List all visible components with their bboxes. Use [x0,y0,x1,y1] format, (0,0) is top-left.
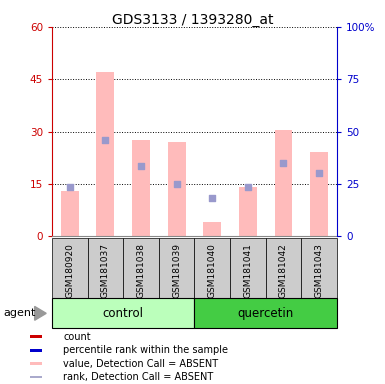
Text: GSM181038: GSM181038 [137,243,146,298]
Bar [30,349,42,352]
Bar [61,191,79,236]
Bar [52,238,88,298]
Text: quercetin: quercetin [238,307,294,320]
Point [245,184,251,190]
Text: GSM181042: GSM181042 [279,243,288,298]
Bar [275,130,292,236]
Bar [239,187,257,236]
Bar [266,238,301,298]
Text: GSM181043: GSM181043 [315,243,323,298]
Text: count: count [63,332,91,342]
Text: GSM180920: GSM180920 [65,243,74,298]
Point [67,184,73,190]
Bar [194,238,230,298]
Bar [203,222,221,236]
Text: GSM181037: GSM181037 [101,243,110,298]
Bar [168,142,186,236]
Bar [123,238,159,298]
Point [280,160,286,166]
Bar [88,238,123,298]
Bar [230,238,266,298]
Bar [30,362,42,365]
Bar [194,298,337,328]
Text: control: control [103,307,144,320]
Point [138,163,144,169]
Text: GDS3133 / 1393280_at: GDS3133 / 1393280_at [112,13,273,27]
Bar [132,140,150,236]
Text: agent: agent [4,308,36,318]
Point [102,137,109,143]
Bar [52,298,194,328]
Bar [310,152,328,236]
Text: value, Detection Call = ABSENT: value, Detection Call = ABSENT [63,359,218,369]
Text: percentile rank within the sample: percentile rank within the sample [63,345,228,355]
Point [316,170,322,177]
Text: GSM181041: GSM181041 [243,243,252,298]
Text: rank, Detection Call = ABSENT: rank, Detection Call = ABSENT [63,372,213,382]
Bar [159,238,194,298]
Bar [97,72,114,236]
Bar [30,335,42,338]
Point [174,181,180,187]
Text: GSM181040: GSM181040 [208,243,217,298]
Bar [301,238,337,298]
Bar [30,376,42,379]
Text: GSM181039: GSM181039 [172,243,181,298]
Point [209,195,215,201]
